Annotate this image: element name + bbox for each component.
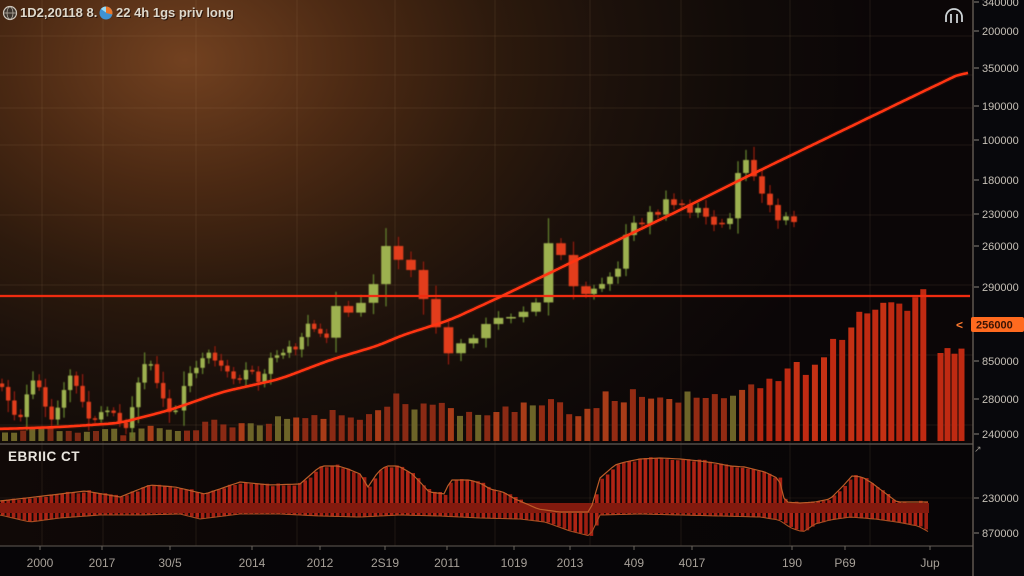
svg-text:30/5: 30/5 [158, 556, 182, 570]
svg-text:2012: 2012 [307, 556, 334, 570]
svg-text:409: 409 [624, 556, 644, 570]
svg-text:4017: 4017 [679, 556, 706, 570]
svg-text:2017: 2017 [89, 556, 116, 570]
svg-text:200000: 200000 [982, 26, 1019, 38]
svg-text:190: 190 [782, 556, 802, 570]
svg-text:260000: 260000 [982, 241, 1019, 253]
svg-text:850000: 850000 [982, 356, 1019, 368]
svg-text:256000: 256000 [976, 320, 1013, 332]
svg-text:2011: 2011 [434, 556, 460, 570]
svg-text:180000: 180000 [982, 175, 1019, 187]
svg-text:22 4h 1gs priv long: 22 4h 1gs priv long [117, 6, 235, 21]
svg-text:230000: 230000 [982, 493, 1019, 505]
svg-text:Jup: Jup [920, 556, 940, 570]
svg-text:190000: 190000 [982, 101, 1019, 113]
svg-text:↗: ↗ [974, 444, 982, 454]
svg-text:230000: 230000 [982, 209, 1019, 221]
svg-text:<: < [956, 318, 963, 332]
svg-text:1D2,20118 8.: 1D2,20118 8. [21, 6, 98, 21]
svg-text:2000: 2000 [27, 556, 54, 570]
svg-text:2014: 2014 [239, 556, 266, 570]
svg-text:P69: P69 [834, 556, 856, 570]
svg-text:1D2,20118 8.: 1D2,20118 8. [20, 5, 97, 20]
svg-text:280000: 280000 [982, 394, 1019, 406]
svg-text:2013: 2013 [557, 556, 584, 570]
svg-text:2S19: 2S19 [371, 556, 399, 570]
svg-text:100000: 100000 [982, 135, 1019, 147]
svg-text:22 4h 1gs priv long: 22 4h 1gs priv long [116, 5, 234, 20]
svg-text:240000: 240000 [982, 429, 1019, 441]
svg-text:340000: 340000 [982, 0, 1019, 9]
svg-text:870000: 870000 [982, 528, 1019, 540]
svg-text:350000: 350000 [982, 63, 1019, 75]
svg-text:290000: 290000 [982, 282, 1019, 294]
svg-text:1019: 1019 [501, 556, 528, 570]
svg-text:EBRIIC CT: EBRIIC CT [8, 449, 80, 464]
